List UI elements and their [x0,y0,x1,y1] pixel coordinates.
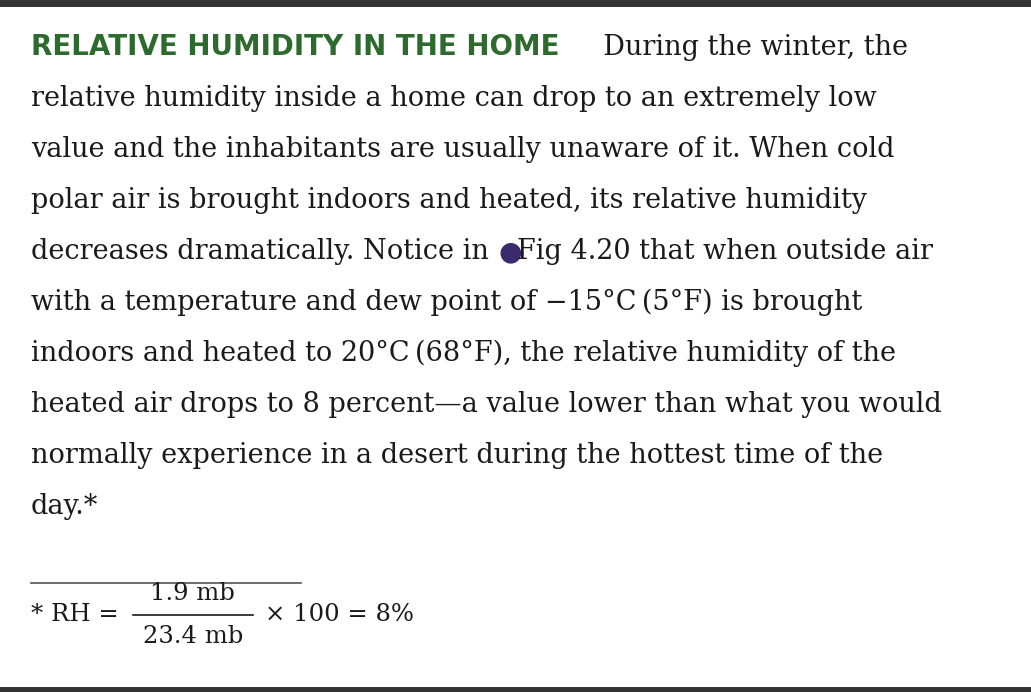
Text: indoors and heated to 20°C (68°F), the relative humidity of the: indoors and heated to 20°C (68°F), the r… [31,340,896,367]
Text: * RH =: * RH = [31,603,119,626]
Text: with a temperature and dew point of −15°C (5°F) is brought: with a temperature and dew point of −15°… [31,289,862,316]
Text: normally experience in a desert during the hottest time of the: normally experience in a desert during t… [31,442,884,469]
Text: value and the inhabitants are usually unaware of it. When cold: value and the inhabitants are usually un… [31,136,895,163]
Text: 23.4 mb: 23.4 mb [142,625,243,648]
Text: × 100 = 8%: × 100 = 8% [265,603,413,626]
Text: polar air is brought indoors and heated, its relative humidity: polar air is brought indoors and heated,… [31,187,867,214]
Text: Fig 4.20 that when outside air: Fig 4.20 that when outside air [517,238,933,265]
Text: decreases dramatically. Notice in: decreases dramatically. Notice in [31,238,497,265]
Text: day.*: day.* [31,493,98,520]
Text: ●: ● [499,238,523,265]
Text: RELATIVE HUMIDITY IN THE HOME: RELATIVE HUMIDITY IN THE HOME [31,33,560,61]
Text: During the winter, the: During the winter, the [586,34,908,61]
Text: relative humidity inside a home can drop to an extremely low: relative humidity inside a home can drop… [31,85,876,112]
Text: heated air drops to 8 percent—a value lower than what you would: heated air drops to 8 percent—a value lo… [31,391,941,418]
Text: 1.9 mb: 1.9 mb [151,582,235,605]
